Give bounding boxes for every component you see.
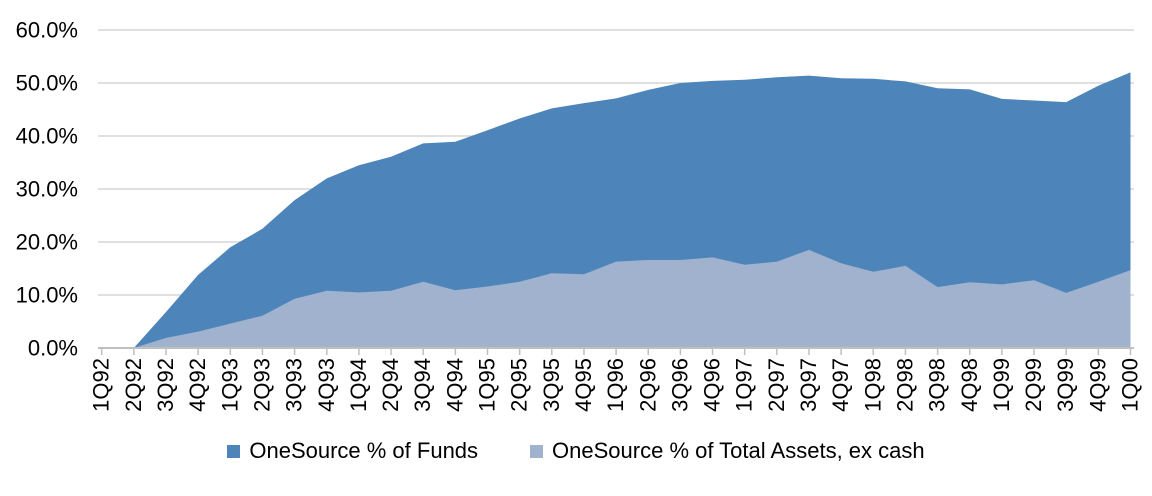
y-axis-tick-label: 40.0%	[16, 124, 78, 149]
x-axis-tick-label: 1Q96	[603, 358, 628, 412]
y-axis-tick-label: 30.0%	[16, 177, 78, 202]
x-axis-tick-label: 4Q98	[957, 358, 982, 412]
funds-series-label: OneSource % of Funds	[249, 438, 479, 463]
x-axis-tick-label: 4Q95	[571, 358, 596, 412]
x-axis-tick-label: 2Q99	[1021, 358, 1046, 412]
x-axis-tick-label: 2Q96	[635, 358, 660, 412]
x-axis-tick-label: 3Q95	[539, 358, 564, 412]
x-axis-tick-label: 3Q97	[796, 358, 821, 412]
x-axis-tick-label: 4Q99	[1085, 358, 1110, 412]
x-axis-tick-label: 2Q98	[892, 358, 917, 412]
x-axis-tick-label: 1Q99	[989, 358, 1014, 412]
total-assets-series-label: OneSource % of Total Assets, ex cash	[552, 438, 925, 463]
legend-item-total-assets: OneSource % of Total Assets, ex cash	[530, 437, 925, 465]
y-axis-tick-label: 10.0%	[16, 283, 78, 308]
chart-legend: OneSource % of Funds OneSource % of Tota…	[0, 437, 1152, 465]
x-axis-tick-label: 4Q94	[442, 358, 467, 412]
funds-series-swatch-icon	[227, 444, 241, 458]
x-axis-tick-label: 3Q99	[1053, 358, 1078, 412]
x-axis-tick-label: 4Q96	[700, 358, 725, 412]
x-axis-tick-label: 3Q96	[667, 358, 692, 412]
x-axis-tick-label: 2Q92	[121, 358, 146, 412]
x-axis-tick-label: 1Q98	[860, 358, 885, 412]
x-axis-tick-label: 3Q93	[282, 358, 307, 412]
x-axis-tick-label: 4Q97	[828, 358, 853, 412]
x-axis-tick-label: 1Q97	[732, 358, 757, 412]
x-axis-tick-label: 2Q97	[764, 358, 789, 412]
x-axis-tick-label: 1Q94	[346, 358, 371, 412]
x-axis-tick-label: 3Q94	[410, 358, 435, 412]
y-axis-tick-label: 50.0%	[16, 71, 78, 96]
y-axis-tick-label: 0.0%	[28, 336, 78, 361]
x-axis-tick-label: 1Q93	[217, 358, 242, 412]
x-axis-tick-label: 2Q95	[507, 358, 532, 412]
x-axis-tick-label: 2Q93	[249, 358, 274, 412]
x-axis-tick-label: 3Q98	[925, 358, 950, 412]
x-axis-tick-label: 3Q92	[153, 358, 178, 412]
x-axis-tick-label: 4Q92	[185, 358, 210, 412]
x-axis-tick-label: 1Q95	[475, 358, 500, 412]
x-axis-tick-label: 4Q93	[314, 358, 339, 412]
legend-item-funds: OneSource % of Funds	[227, 437, 478, 465]
total-assets-area-series	[101, 249, 1131, 348]
y-axis-tick-label: 20.0%	[16, 230, 78, 255]
x-axis-tick-label: 1Q00	[1118, 358, 1143, 412]
y-axis-tick-label: 60.0%	[16, 18, 78, 43]
x-axis-tick-label: 2Q94	[378, 358, 403, 412]
x-axis-tick-label: 1Q92	[89, 358, 114, 412]
total-assets-series-swatch-icon	[530, 444, 544, 458]
